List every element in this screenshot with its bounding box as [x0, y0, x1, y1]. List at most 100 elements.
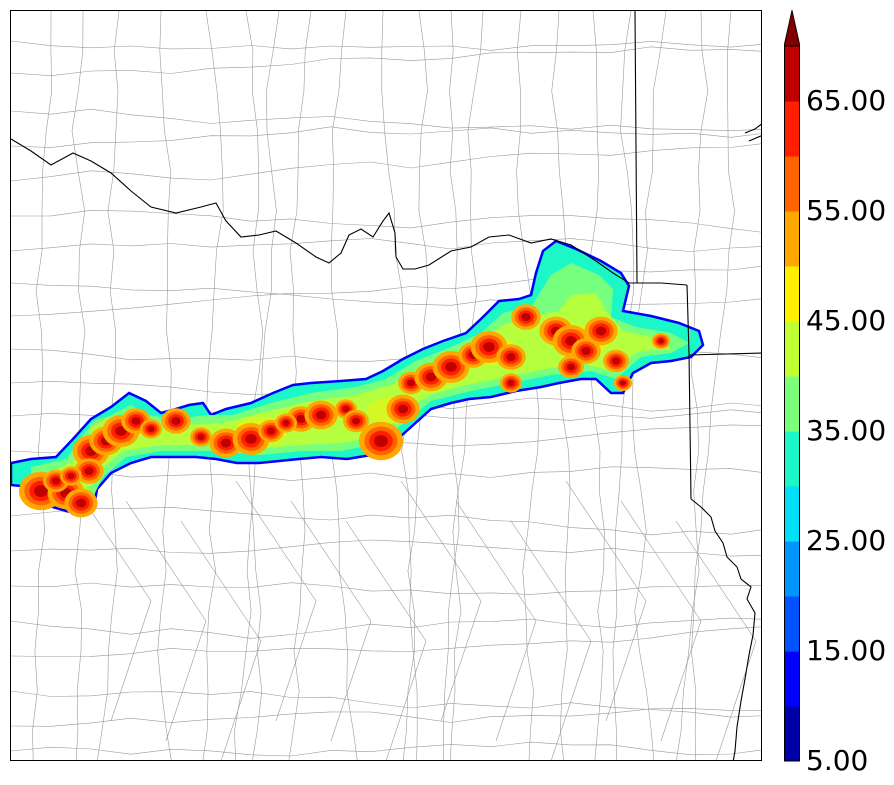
lake-outline-east — [744, 123, 761, 142]
county-line — [202, 11, 224, 760]
storm-cell-contour — [506, 353, 516, 361]
colorbar-tick-label: 5.00 — [806, 744, 869, 777]
storm-cell-contour — [282, 420, 290, 426]
storm-cell-contour — [445, 362, 457, 372]
storm-cell-contour — [267, 427, 275, 435]
county-line — [11, 506, 761, 536]
colorbar-extend-arrow — [784, 10, 800, 47]
county-line — [11, 46, 761, 77]
county-line — [180, 520, 262, 760]
county-line — [631, 11, 667, 760]
colorbar-tick-label: 35.00 — [806, 414, 887, 447]
storm-cell-contour — [131, 417, 141, 425]
county-line — [32, 11, 53, 760]
colorbar-outline — [784, 45, 800, 762]
colorbar-bin — [784, 596, 800, 652]
county-line — [11, 539, 761, 557]
texas-arkansas-border — [686, 284, 692, 500]
storm-cell-contour — [75, 498, 87, 508]
colorbar-bin — [784, 541, 800, 597]
county-line — [11, 617, 761, 639]
county-line — [345, 520, 427, 760]
colorbar-bin — [784, 651, 800, 707]
county-line — [11, 282, 761, 310]
colorbar-bin — [784, 321, 800, 377]
storm-cell-contour — [342, 406, 350, 412]
storm-cell-contour — [521, 313, 531, 321]
county-line — [676, 11, 709, 760]
county-line — [11, 626, 761, 657]
colorbar-tick-label: 55.00 — [806, 194, 887, 227]
storm-cell-contour — [171, 417, 181, 425]
storm-cell-contour — [407, 379, 415, 387]
county-line — [290, 500, 372, 742]
county-line — [234, 11, 280, 760]
county-line — [11, 143, 761, 182]
storm-cell-contour — [620, 380, 626, 386]
county-line — [11, 690, 761, 718]
storm-cell-contour — [34, 485, 48, 497]
colorbar-bin — [784, 376, 800, 432]
storm-cell-contour — [197, 434, 205, 440]
county-line — [400, 480, 482, 722]
storm-cell-contour — [425, 372, 437, 382]
colorbar-tick-label: 65.00 — [806, 84, 887, 117]
county-line — [11, 265, 761, 317]
colorbar-bin — [784, 46, 800, 102]
storm-cell-contour — [507, 380, 515, 386]
storm-cell-contour — [374, 435, 388, 447]
storm-cell-contour — [84, 467, 94, 475]
colorbar-bin — [784, 266, 800, 322]
county-line — [565, 480, 647, 722]
arkansas-louisiana-border — [688, 352, 761, 356]
county-line — [245, 11, 264, 760]
county-line — [455, 500, 537, 742]
storm-cell-contour — [567, 363, 575, 371]
county-line — [675, 520, 757, 760]
storm-cell-contour — [565, 336, 577, 346]
colorbar-bin — [784, 486, 800, 542]
county-line — [71, 11, 86, 760]
county-line — [235, 480, 317, 722]
county-line — [11, 741, 761, 757]
county-line — [516, 11, 540, 760]
colorbar-bin — [784, 211, 800, 267]
county-line — [510, 520, 592, 760]
county-line — [11, 238, 761, 252]
storm-cell-contour — [147, 426, 155, 432]
county-line — [11, 108, 761, 132]
colorbar-tick-label: 15.00 — [806, 634, 887, 667]
county-line — [97, 11, 120, 760]
colorbar-bin — [784, 156, 800, 212]
colorbar-bins — [784, 46, 800, 762]
county-line — [11, 582, 761, 595]
colorbar-tick-label: 45.00 — [806, 304, 887, 337]
county-line — [11, 40, 761, 51]
reflectivity-band — [11, 239, 705, 518]
state-boundaries — [11, 11, 761, 760]
colorbar-bin — [784, 706, 800, 762]
county-line — [11, 209, 761, 233]
storm-cell-contour — [612, 357, 620, 365]
county-line — [551, 11, 571, 760]
colorbar-bin — [784, 431, 800, 487]
storm-cell-contour — [245, 434, 257, 444]
storm-cell-contour — [296, 415, 306, 423]
county-line — [691, 11, 735, 760]
storm-cell-contour — [483, 342, 495, 352]
storm-cell-contour — [52, 477, 60, 485]
county-line — [11, 126, 761, 148]
county-line — [11, 466, 761, 482]
map-panel — [10, 10, 762, 761]
storm-cell-contour — [352, 417, 360, 425]
colorbar — [784, 10, 800, 762]
red-river-border — [11, 138, 688, 286]
storm-cell-contour — [658, 338, 664, 344]
storm-cell-contour — [581, 347, 591, 355]
band-inner-yellowgreen — [51, 293, 671, 495]
sabine-river-border — [690, 498, 756, 760]
storm-cell-contour — [397, 404, 409, 414]
storm-cell-contour — [67, 473, 75, 479]
county-line — [125, 500, 207, 742]
colorbar-bin — [784, 101, 800, 157]
